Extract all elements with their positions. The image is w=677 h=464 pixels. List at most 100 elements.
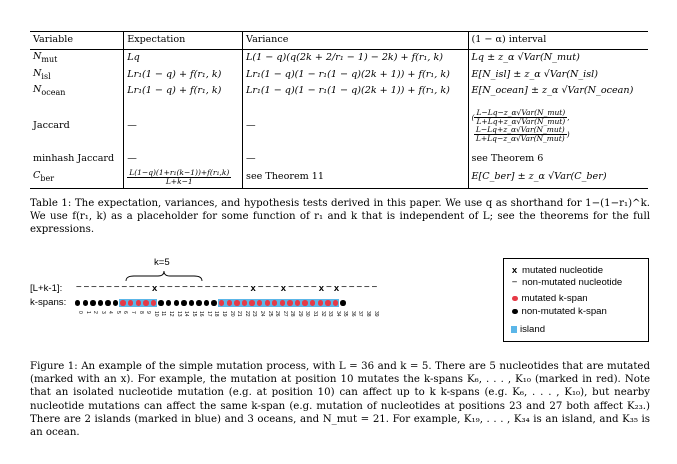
kspan-dot bbox=[105, 300, 111, 306]
mutated-kspan-dot bbox=[234, 300, 240, 306]
mutated-kspan-dot bbox=[332, 300, 339, 306]
mutated-kspan-dot bbox=[325, 300, 331, 306]
position-index: 14 bbox=[183, 311, 190, 317]
nucleotide: − bbox=[159, 282, 166, 293]
row-variable: Nmut bbox=[33, 51, 58, 64]
table-header-row: Variable Expectation Variance (1 − α) in… bbox=[30, 31, 648, 50]
row-expectation: Lr₁(1 − q) + f(r₁, k) bbox=[123, 66, 243, 84]
row-variance: L(1 − q)(q(2k + 2/r₁ − 1) − 2k) + f(r₁, … bbox=[242, 49, 469, 67]
position-index: 0 bbox=[77, 311, 83, 314]
table-row: Jaccard — — (L−Lq−z_α√Var(N_mut) L+Lq+z_α… bbox=[30, 100, 648, 153]
kspan-dot bbox=[75, 300, 81, 306]
kspan-dot bbox=[211, 300, 217, 306]
nucleotide: − bbox=[75, 282, 82, 293]
mutated-kspan-dot bbox=[143, 300, 149, 306]
position-index: 33 bbox=[327, 311, 334, 317]
row-interval: E[N_isl] ± z_α √Var(N_isl) bbox=[467, 66, 648, 84]
row-interval: Lq ± z_α √Var(N_mut) bbox=[467, 49, 648, 67]
kspan-dot bbox=[173, 300, 179, 306]
mutated-kspan-dot bbox=[219, 300, 225, 306]
position-index: 30 bbox=[304, 311, 311, 317]
mutated-kspan-dot bbox=[309, 300, 316, 306]
position-index: 11 bbox=[160, 311, 167, 317]
nucleotide: − bbox=[174, 282, 181, 293]
position-index: 29 bbox=[296, 311, 303, 317]
position-index: 39 bbox=[372, 311, 379, 317]
nucleotide: − bbox=[303, 282, 310, 293]
position-index: 6 bbox=[122, 311, 129, 314]
kspan-dot bbox=[181, 300, 187, 306]
table-row: Nocean Lr₁(1 − q) + f(r₁, k) Lr₁(1 − q)(… bbox=[30, 83, 648, 101]
legend-item: island bbox=[510, 324, 545, 336]
row-interval: (L−Lq−z_α√Var(N_mut) L+Lq+z_α√Var(N_mut),… bbox=[467, 100, 648, 153]
nucleotide: − bbox=[288, 282, 294, 293]
position-index: 31 bbox=[311, 311, 318, 317]
mutated-kspan-dot bbox=[272, 300, 278, 306]
mutated-kspan-dot bbox=[264, 300, 270, 306]
position-index: 26 bbox=[274, 311, 281, 317]
kspan-dot bbox=[158, 300, 164, 306]
position-index: 23 bbox=[251, 311, 258, 317]
nucleotide: − bbox=[363, 282, 370, 293]
position-index: 35 bbox=[342, 311, 349, 317]
row-variable: Jaccard bbox=[33, 119, 70, 131]
k-label: k=5 bbox=[154, 257, 170, 268]
mutated-kspan-dot bbox=[287, 300, 293, 306]
nucleotide: − bbox=[128, 282, 135, 293]
nucleotide: − bbox=[348, 282, 355, 293]
row-interval: E[C_ber] ± z_α √Var(C_ber) bbox=[467, 166, 648, 190]
mutated-nucleotide: x bbox=[333, 283, 340, 294]
position-index: 27 bbox=[281, 311, 288, 317]
position-index: 36 bbox=[349, 311, 356, 317]
nucleotide: − bbox=[265, 282, 272, 293]
nucleotide: − bbox=[166, 282, 173, 293]
sequence-label: [L+k-1]: bbox=[30, 283, 63, 294]
nucleotide: − bbox=[136, 282, 143, 293]
table-row: minhash Jaccard — — see Theorem 6 bbox=[30, 152, 648, 167]
position-index: 4 bbox=[107, 311, 114, 314]
row-interval: see Theorem 6 bbox=[467, 152, 648, 167]
row-variance: Lr₁(1 − q)(1 − r₁(1 − q)(2k + 1)) + f(r₁… bbox=[242, 66, 469, 84]
header-interval: (1 − α) interval bbox=[467, 31, 648, 50]
table-row: Cber L(1−q)(1+r₁(k−1))+f(r₁,k) L+k−1 see … bbox=[30, 166, 648, 190]
mutation-figure: k=5 [L+k-1]: k-spans: − − − − − − − − − − x − − − − − − −… bbox=[30, 257, 650, 352]
row-variable: minhash Jaccard bbox=[33, 153, 115, 165]
kspan-dot bbox=[203, 300, 210, 306]
position-index: 15 bbox=[190, 311, 197, 317]
kspan-dot bbox=[188, 300, 195, 306]
row-interval: E[N_ocean] ± z_α √Var(N_ocean) bbox=[467, 83, 648, 101]
position-index: 37 bbox=[357, 311, 364, 317]
mutated-kspan-dot bbox=[317, 300, 323, 306]
position-index: 24 bbox=[258, 311, 265, 317]
row-variable: Nocean bbox=[33, 84, 66, 98]
position-index: 28 bbox=[289, 311, 296, 317]
kspan-dot bbox=[90, 300, 96, 306]
table-row: Nisl Lr₁(1 − q) + f(r₁, k) Lr₁(1 − q)(1 … bbox=[30, 66, 648, 84]
mutated-kspan-dot bbox=[302, 300, 308, 306]
position-index: 20 bbox=[228, 311, 235, 317]
position-index: 18 bbox=[213, 311, 220, 317]
mutated-kspan-dot bbox=[249, 300, 255, 306]
nucleotide: − bbox=[257, 282, 264, 293]
kspan-dot bbox=[340, 300, 346, 306]
position-index: 25 bbox=[266, 311, 273, 317]
position-index: 8 bbox=[137, 311, 144, 314]
nucleotide: − bbox=[204, 282, 211, 293]
header-variance: Variance bbox=[242, 31, 469, 50]
nucleotide: − bbox=[181, 282, 188, 293]
mutated-nucleotide: x bbox=[250, 283, 256, 294]
header-expectation: Expectation bbox=[123, 31, 243, 50]
nucleotide: − bbox=[98, 282, 105, 293]
mutated-kspan-dot bbox=[128, 300, 134, 306]
mutated-kspan-dot bbox=[256, 300, 263, 306]
blue-square-icon bbox=[511, 325, 517, 333]
nucleotide: − bbox=[235, 282, 241, 293]
position-index: 21 bbox=[236, 311, 243, 317]
position-index: 3 bbox=[99, 311, 106, 314]
row-expectation: — bbox=[123, 152, 243, 167]
row-expectation: L(1−q)(1+r₁(k−1))+f(r₁,k) L+k−1 bbox=[123, 166, 243, 190]
row-expectation: Lr₁(1 − q) + f(r₁, k) bbox=[123, 83, 243, 101]
x-mark-icon: x bbox=[511, 265, 518, 276]
legend: x mutated nucleotide − non-mutated nucleot… bbox=[503, 258, 649, 342]
position-index: 1 bbox=[84, 311, 91, 314]
